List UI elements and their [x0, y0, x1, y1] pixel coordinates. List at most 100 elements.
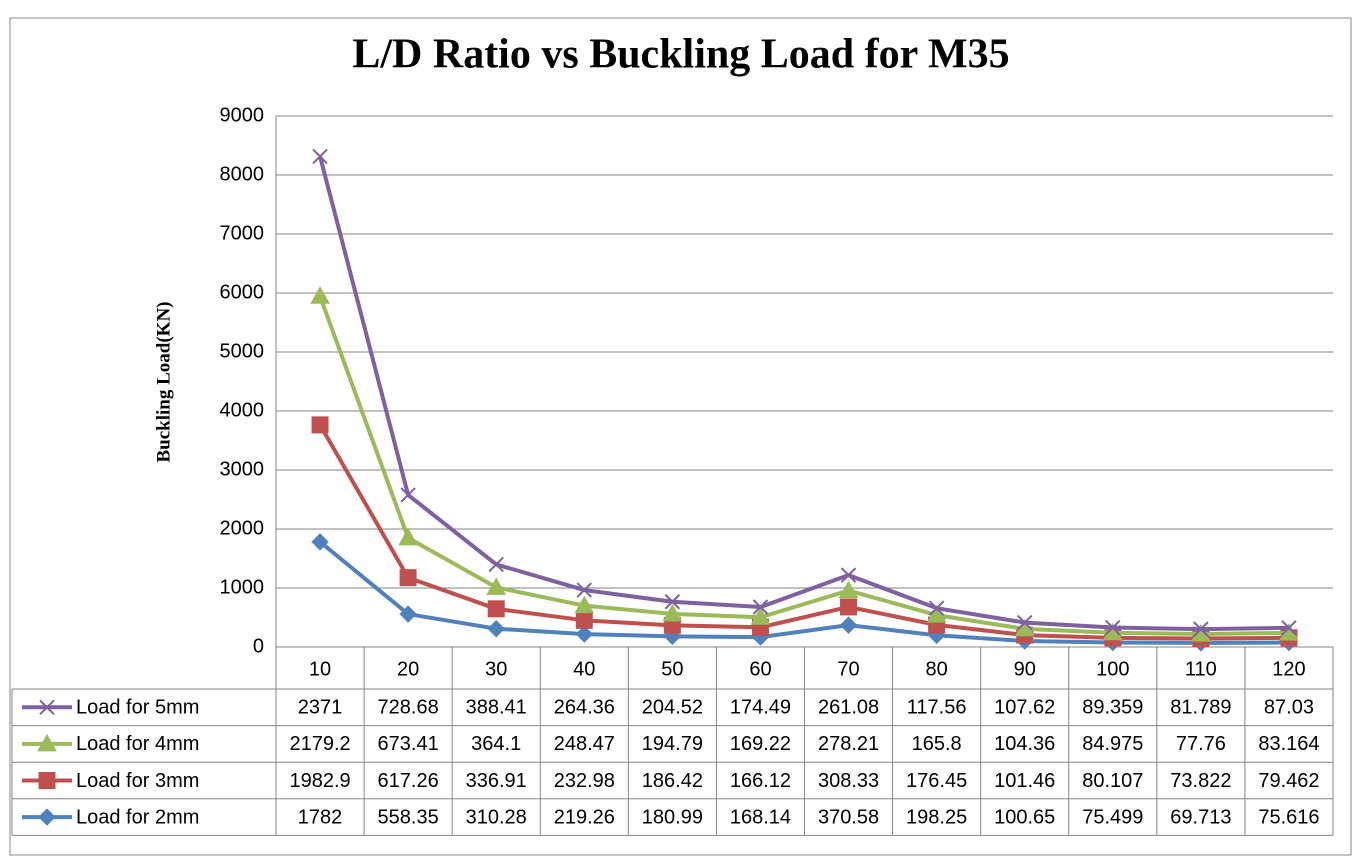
series-line	[318, 423, 1289, 641]
legend-marker	[38, 772, 56, 789]
data-point	[928, 600, 945, 616]
x-tick-label: 70	[837, 658, 859, 680]
x-tick-label: 60	[749, 658, 771, 680]
table-cell: 194.79	[642, 733, 703, 755]
data-point	[399, 605, 417, 623]
table-cell: 100.65	[994, 806, 1055, 828]
table-cell: 2371	[298, 697, 343, 719]
table-cell: 728.68	[378, 697, 439, 719]
legend-label: Load for 2mm	[76, 806, 199, 828]
table-cell: 169.22	[730, 733, 791, 755]
data-point	[840, 598, 858, 616]
table-cell: 89.359	[1082, 697, 1143, 719]
data-point	[664, 594, 681, 610]
table-cell: 1782	[298, 806, 343, 828]
legend-label: Load for 4mm	[76, 733, 199, 755]
y-tick-label: 7000	[220, 222, 265, 244]
table-cell: 308.33	[818, 770, 879, 792]
data-point	[488, 556, 504, 573]
table-cell: 1982.9	[289, 770, 350, 792]
table-cell: 107.62	[994, 697, 1055, 719]
table-cell: 69.713	[1170, 806, 1231, 828]
table-cell: 165.8	[912, 733, 962, 755]
table-cell: 176.45	[906, 770, 967, 792]
table-cell: 264.36	[554, 697, 615, 719]
data-point	[575, 625, 593, 643]
y-tick-label: 1000	[220, 576, 265, 598]
table-cell: 673.41	[378, 733, 439, 755]
data-point	[398, 527, 418, 546]
table-cell: 336.91	[466, 770, 527, 792]
data-point	[487, 600, 505, 618]
table-cell: 232.98	[554, 770, 615, 792]
table-cell: 388.41	[466, 697, 527, 719]
table-cell: 2179.2	[289, 733, 350, 755]
chart-frame	[9, 17, 1352, 856]
table-cell: 248.47	[554, 733, 615, 755]
x-tick-label: 80	[926, 658, 948, 680]
table-cell: 81.789	[1170, 697, 1231, 719]
data-point	[1017, 614, 1033, 631]
table-cell: 75.616	[1258, 806, 1319, 828]
table-cell: 80.107	[1082, 770, 1143, 792]
table-cell: 79.462	[1258, 770, 1319, 792]
legend-label: Load for 5mm	[76, 697, 199, 719]
data-point	[310, 286, 330, 304]
data-point	[486, 577, 507, 595]
data-point	[312, 148, 328, 165]
legend-marker	[38, 808, 56, 826]
data-point	[840, 567, 857, 583]
table-cell: 166.12	[730, 770, 791, 792]
y-axis-label: Buckling Load(KN)	[153, 301, 174, 462]
data-point	[1105, 619, 1121, 636]
data-point	[662, 603, 683, 622]
table-cell: 198.25	[906, 806, 967, 828]
x-tick-label: 20	[397, 658, 419, 680]
data-point	[1193, 621, 1209, 637]
table-cell: 558.35	[378, 806, 439, 828]
legend-marker	[39, 699, 55, 716]
y-tick-label: 3000	[220, 458, 265, 480]
legend-label: Load for 3mm	[76, 770, 199, 792]
data-point	[752, 599, 769, 615]
y-tick-label: 5000	[220, 340, 265, 362]
data-point	[838, 580, 859, 599]
x-tick-label: 100	[1096, 658, 1129, 680]
table-cell: 73.822	[1170, 770, 1231, 792]
x-tick-label: 10	[309, 658, 331, 680]
series-line	[318, 295, 1289, 636]
data-point	[311, 416, 329, 434]
data-point	[576, 582, 592, 598]
table-cell: 617.26	[378, 770, 439, 792]
legend-marker	[37, 733, 57, 752]
y-tick-label: 2000	[220, 517, 265, 539]
x-tick-label: 120	[1272, 658, 1305, 680]
data-point	[487, 619, 505, 638]
table-cell: 83.164	[1258, 733, 1319, 755]
data-point	[926, 605, 947, 623]
data-point	[1281, 620, 1297, 636]
table-cell: 174.49	[730, 697, 791, 719]
table-cell: 77.76	[1176, 733, 1226, 755]
table-cell: 117.56	[907, 697, 967, 719]
x-tick-label: 90	[1014, 658, 1036, 680]
table-cell: 75.499	[1082, 806, 1143, 828]
table-cell: 186.42	[642, 770, 703, 792]
table-cell: 278.21	[818, 733, 879, 755]
table-cell: 84.975	[1082, 733, 1143, 755]
table-cell: 364.1	[471, 733, 521, 755]
y-tick-label: 4000	[220, 399, 265, 421]
table-cell: 101.46	[994, 770, 1055, 792]
table-cell: 87.03	[1264, 697, 1314, 719]
data-point	[750, 607, 771, 625]
data-point	[575, 611, 593, 629]
data-point	[400, 487, 416, 503]
x-tick-label: 30	[485, 658, 507, 680]
y-tick-label: 8000	[220, 163, 265, 185]
table-cell: 104.36	[994, 733, 1055, 755]
x-tick-label: 110	[1185, 658, 1217, 680]
y-tick-label: 0	[253, 635, 264, 657]
data-point	[839, 616, 858, 634]
table-cell: 204.52	[642, 697, 703, 719]
